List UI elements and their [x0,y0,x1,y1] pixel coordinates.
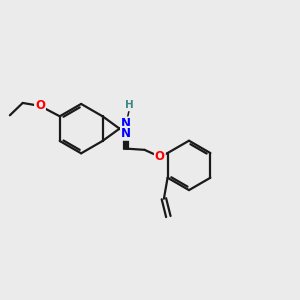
Text: O: O [35,99,45,112]
Text: N: N [121,117,131,130]
Text: H: H [125,100,134,110]
Text: O: O [155,150,165,163]
Text: N: N [121,127,131,140]
